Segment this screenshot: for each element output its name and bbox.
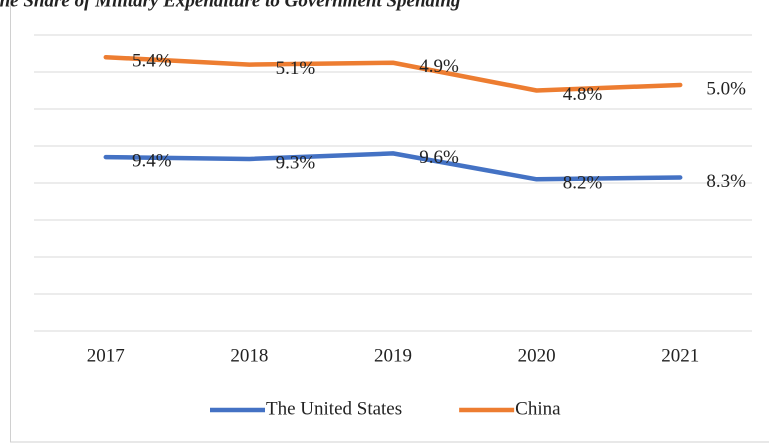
data-label: 4.8%	[563, 84, 603, 105]
line-series	[103, 54, 683, 93]
data-label: 4.9%	[419, 56, 459, 77]
x-tick-label: 2021	[661, 345, 699, 366]
legend-label: The United States	[266, 398, 402, 419]
data-label: 9.4%	[132, 150, 172, 171]
legend-label: China	[515, 398, 561, 419]
chart-frame	[10, 0, 769, 443]
data-label: 5.4%	[132, 51, 172, 72]
data-label: 5.1%	[276, 58, 316, 79]
data-label: 9.6%	[419, 147, 459, 168]
x-tick-label: 2017	[87, 345, 125, 366]
data-label: 8.3%	[706, 171, 746, 192]
data-label: 9.3%	[276, 152, 316, 173]
data-label: 8.2%	[563, 173, 603, 194]
data-label: 5.0%	[706, 78, 746, 99]
chart-title: The Share of Military Expenditure to Gov…	[0, 0, 460, 11]
line-series	[103, 151, 683, 182]
x-tick-label: 2020	[518, 345, 556, 366]
x-tick-label: 2018	[230, 345, 268, 366]
x-tick-label: 2019	[374, 345, 412, 366]
